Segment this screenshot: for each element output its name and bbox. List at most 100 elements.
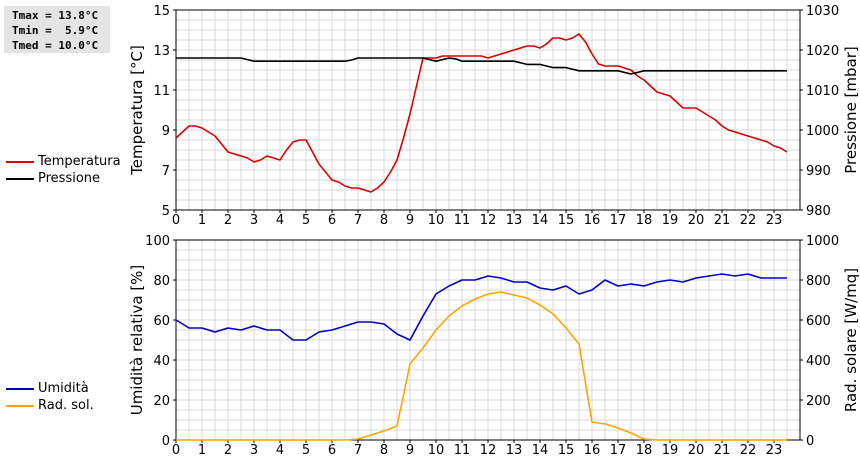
x-tick-label: 6 [328,213,336,228]
legend-top: Temperatura Pressione [6,153,121,187]
y-left-axis-label: Umidità relativa [%] [128,265,146,416]
y-right-tick-label: 1000 [806,234,839,249]
y-right-axis-label: Rad. solare [W/mq] [842,268,860,412]
x-tick-label: 11 [454,443,471,458]
x-tick-label: 9 [406,443,414,458]
y-left-tick-label: 15 [153,4,170,19]
x-tick-label: 22 [740,213,757,228]
y-left-tick-label: 20 [153,394,170,409]
y-left-tick-label: 9 [162,124,170,139]
x-tick-label: 16 [584,213,601,228]
x-tick-label: 1 [198,443,206,458]
legend-item-pressione: Pressione [6,170,121,187]
y-right-tick-label: 990 [806,164,831,179]
x-tick-label: 10 [428,213,445,228]
x-tick-label: 17 [610,443,627,458]
y-right-tick-label: 800 [806,274,831,289]
x-tick-label: 5 [302,213,310,228]
x-tick-label: 16 [584,443,601,458]
x-tick-label: 3 [250,443,258,458]
x-tick-label: 17 [610,213,627,228]
series-line-rad-sol- [176,291,787,441]
x-tick-label: 20 [688,443,705,458]
legend-label-pressione: Pressione [38,171,101,186]
tmax-text: Tmax = 13.8°C [12,9,99,22]
panel-temperature-pressure: 0 1 2 3 4 5 6 7 8 9 10 11 12 13 14 15 16 17 18 19 20 21 22 2357… [128,4,860,228]
y-right-tick-label: 400 [806,354,831,369]
x-tick-label: 7 [354,443,362,458]
panel-humidity-radiation: 0 1 2 3 4 5 6 7 8 9 10 11 12 13 14 15 16 17 18 19 20 21 22 2302… [128,234,860,458]
x-tick-label: 0 [172,213,180,228]
series-line-pressione [176,57,787,75]
x-tick-label: 10 [428,443,445,458]
x-tick-label: 1 [198,213,206,228]
x-tick-label: 8 [380,213,388,228]
y-right-tick-label: 980 [806,204,831,219]
y-left-tick-label: 7 [162,164,170,179]
y-left-tick-label: 11 [153,84,170,99]
series-line-umidit- [175,273,787,341]
x-tick-label: 4 [276,213,284,228]
x-tick-label: 2 [224,213,232,228]
y-left-tick-label: 5 [162,204,170,219]
x-tick-label: 13 [506,213,523,228]
x-tick-label: 5 [302,443,310,458]
tmin-text: Tmin = 5.9°C [12,24,99,37]
y-left-tick-label: 0 [162,434,170,449]
legend-swatch-umidita [6,388,34,390]
y-right-tick-label: 0 [806,434,814,449]
x-tick-label: 23 [766,443,783,458]
x-tick-label: 20 [688,213,705,228]
series-line-temperatura [175,33,788,193]
x-tick-label: 18 [636,213,653,228]
x-tick-label: 4 [276,443,284,458]
y-left-tick-label: 100 [145,234,170,249]
y-left-tick-label: 80 [153,274,170,289]
x-tick-label: 6 [328,443,336,458]
x-tick-label: 12 [480,213,497,228]
legend-label-radsol: Rad. sol. [38,398,94,413]
x-tick-label: 21 [714,213,731,228]
x-tick-label: 11 [454,213,471,228]
x-tick-label: 3 [250,213,258,228]
x-tick-label: 9 [406,213,414,228]
x-tick-label: 7 [354,213,362,228]
tmed-text: Tmed = 10.0°C [12,39,99,52]
x-tick-label: 8 [380,443,388,458]
x-tick-label: 14 [532,443,549,458]
x-tick-label: 12 [480,443,497,458]
x-tick-label: 18 [636,443,653,458]
legend-swatch-radsol [6,405,34,407]
x-tick-label: 0 [172,443,180,458]
y-right-axis-label: Pressione [mbar] [842,46,860,174]
x-tick-label: 23 [766,213,783,228]
x-tick-label: 15 [558,443,575,458]
legend-swatch-pressione [6,178,34,180]
x-tick-label: 15 [558,213,575,228]
x-tick-label: 19 [662,443,679,458]
x-tick-label: 19 [662,213,679,228]
legend-label-temperatura: Temperatura [38,154,121,169]
y-left-tick-label: 40 [153,354,170,369]
y-left-tick-label: 13 [153,44,170,59]
legend-item-umidita: Umidità [6,380,94,397]
legend-swatch-temperatura [6,161,34,163]
x-tick-label: 13 [506,443,523,458]
stats-box: Tmax = 13.8°C Tmin = 5.9°C Tmed = 10.0°C [4,6,110,53]
y-left-tick-label: 60 [153,314,170,329]
x-tick-label: 21 [714,443,731,458]
y-right-tick-label: 1020 [806,44,839,59]
legend-item-temperatura: Temperatura [6,153,121,170]
y-right-tick-label: 1000 [806,124,839,139]
y-right-tick-label: 200 [806,394,831,409]
y-right-tick-label: 600 [806,314,831,329]
x-tick-label: 2 [224,443,232,458]
legend-item-radsol: Rad. sol. [6,397,94,414]
legend-label-umidita: Umidità [38,381,89,396]
x-tick-label: 14 [532,213,549,228]
y-left-axis-label: Temperatura [°C] [128,45,146,176]
legend-bottom: Umidità Rad. sol. [6,380,94,414]
y-right-tick-label: 1030 [806,4,839,19]
x-tick-label: 22 [740,443,757,458]
